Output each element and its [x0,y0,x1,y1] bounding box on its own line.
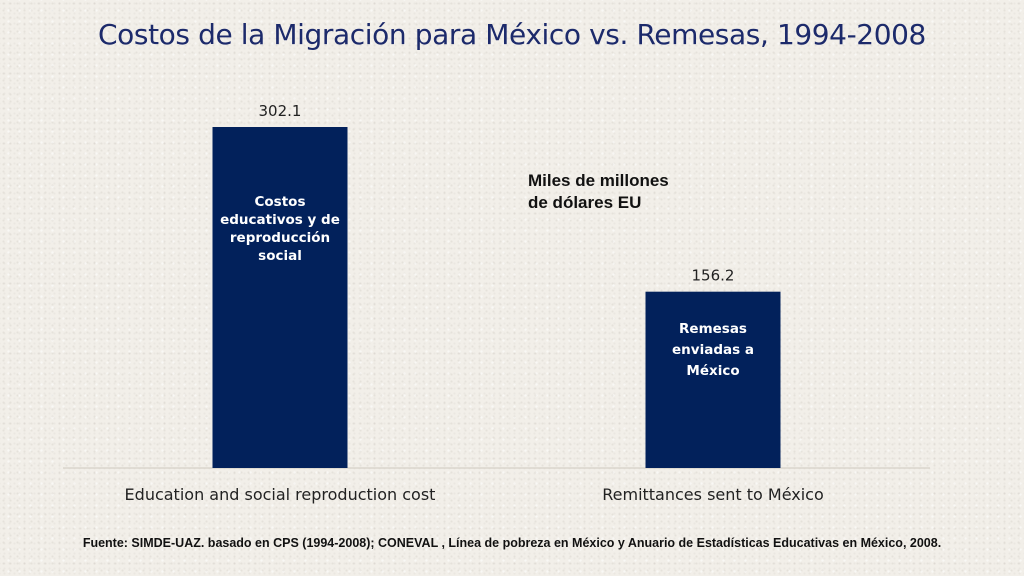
bar-annotation-1-line-2: educativos y de [220,212,340,228]
source-footnote: Fuente: SIMDE-UAZ. basado en CPS (1994-2… [82,536,942,550]
bar-annotation-2: Remesas enviadas a México [646,319,781,382]
value-label-2: 156.2 [692,267,735,285]
bar-annotation-1-line-4: social [258,248,302,264]
bar-annotation-2-line-2: enviadas a [672,341,754,358]
units-label: Miles de millones de dólares EU [528,170,728,214]
bar-annotation-2-line-1: Remesas [679,320,747,337]
bar-1 [212,127,348,468]
bar-annotation-1-line-1: Costos [254,194,306,210]
category-label-2: Remittances sent to México [602,485,824,504]
bar-annotation-1-line-3: reproducción [229,230,331,246]
bar-annotation-1: Costos educativos y de reproducción social [213,193,348,265]
chart-title: Costos de la Migración para México vs. R… [98,18,926,51]
bar-annotation-2-line-3: México [686,362,740,379]
units-label-line-1: Miles de millones [528,171,669,190]
value-label-1: 302.1 [259,102,302,120]
category-label-1: Education and social reproduction cost [125,485,436,504]
units-label-line-2: de dólares EU [528,193,642,212]
bar-2 [645,291,781,468]
